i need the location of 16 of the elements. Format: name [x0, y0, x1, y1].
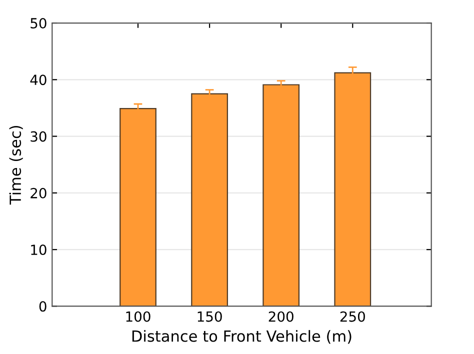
y-axis-title: Time (sec) [9, 126, 23, 205]
x-tick-label: 150 [198, 311, 222, 322]
y-tick-label: 50 [30, 18, 46, 28]
x-tick-label: 100 [126, 311, 150, 322]
y-tick-label: 30 [30, 131, 46, 142]
y-tick-label: 40 [30, 74, 46, 86]
y-tick-label: 20 [30, 188, 46, 198]
x-tick-label: 250 [340, 311, 365, 322]
y-tick-label: 10 [31, 244, 46, 256]
x-axis-title: Distance to Front Vehicle (m) [132, 330, 352, 344]
x-tick-label: 200 [268, 311, 294, 322]
bar [334, 72, 372, 306]
bar [120, 108, 156, 306]
bar [191, 93, 228, 306]
y-tick-label: 0 [39, 301, 46, 312]
bar [262, 84, 300, 306]
